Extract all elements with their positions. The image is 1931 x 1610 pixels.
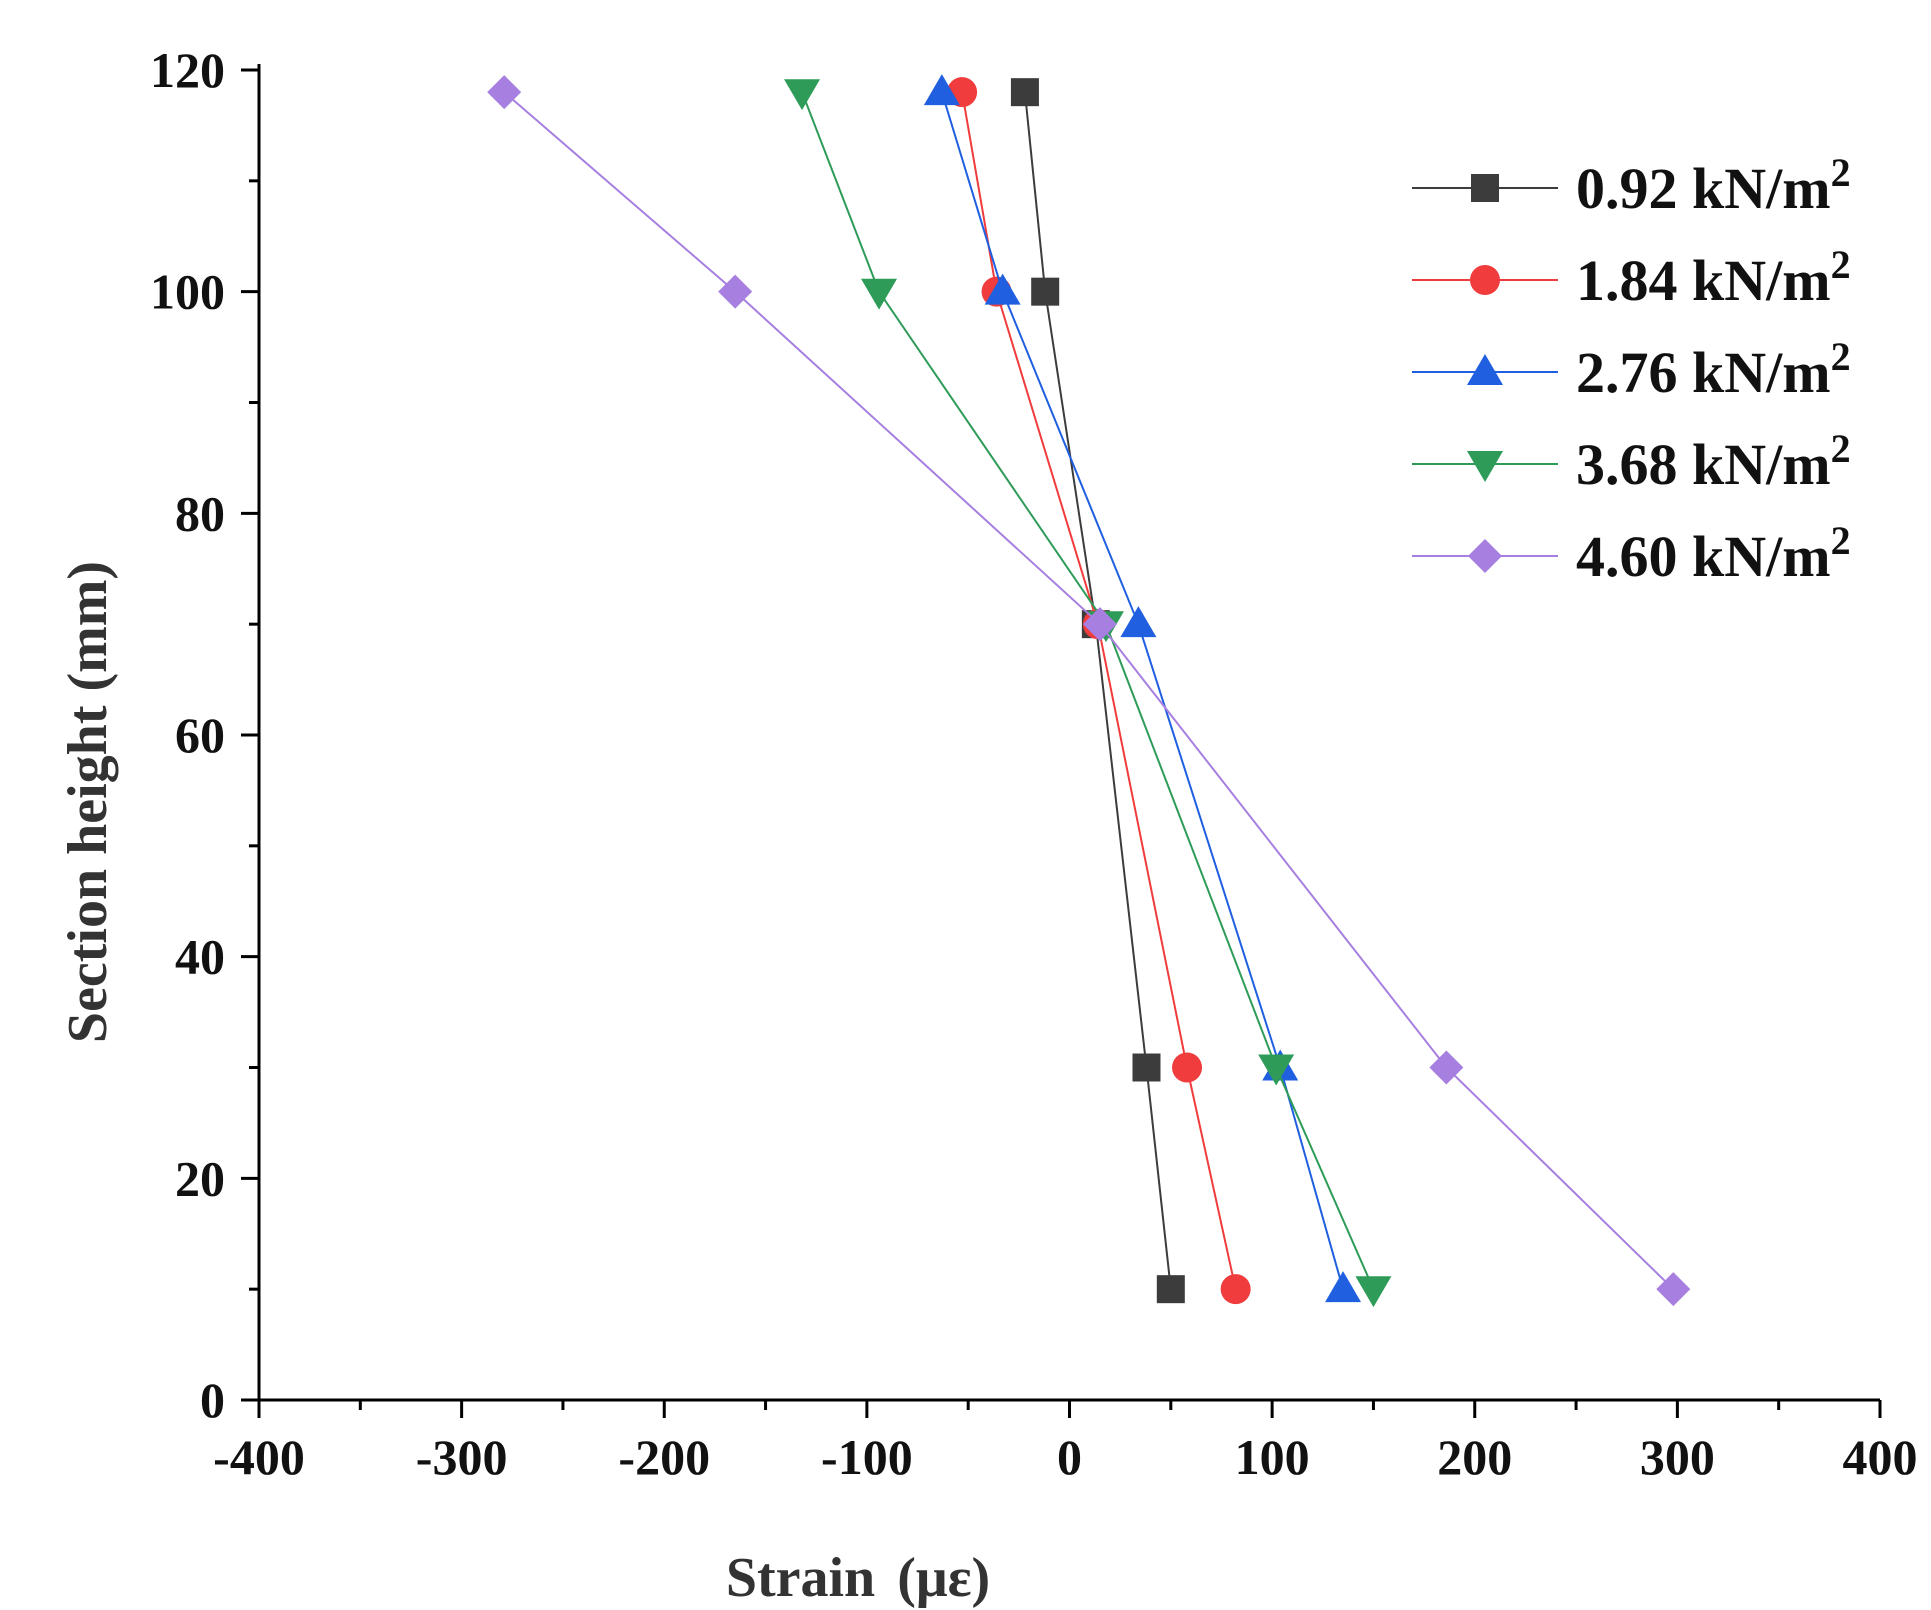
legend-item: 1.84 kN/m2 — [1412, 242, 1851, 313]
y-tick-label: 80 — [175, 485, 225, 541]
data-point — [1220, 1274, 1251, 1305]
y-tick-label: 20 — [175, 1150, 225, 1206]
legend-label: 2.76 kN/m2 — [1576, 334, 1851, 405]
data-point — [1031, 277, 1060, 306]
legend-label: 4.60 kN/m2 — [1576, 518, 1851, 589]
legend-item: 4.60 kN/m2 — [1412, 518, 1851, 589]
data-point — [718, 274, 753, 309]
data-point — [1325, 1271, 1362, 1303]
x-tick-label: -300 — [416, 1429, 508, 1485]
series-line — [961, 91, 1237, 1290]
legend-label: 1.84 kN/m2 — [1576, 242, 1851, 313]
series-line — [503, 91, 1675, 1290]
y-tick-label: 40 — [175, 929, 225, 985]
y-tick-label: 0 — [200, 1372, 225, 1428]
y-tick-label: 120 — [150, 42, 225, 98]
legend-marker — [1470, 265, 1500, 295]
data-point — [784, 79, 821, 111]
data-point — [923, 74, 960, 106]
legend-marker — [1467, 354, 1503, 385]
series-line — [1023, 92, 1172, 1290]
x-tick-label: 400 — [1843, 1429, 1918, 1485]
data-point — [487, 75, 522, 110]
x-tick-label: 300 — [1640, 1429, 1715, 1485]
data-point — [1082, 607, 1117, 642]
x-tick-label: 0 — [1057, 1429, 1082, 1485]
series-5 — [487, 75, 1691, 1307]
legend-label: 0.92 kN/m2 — [1576, 150, 1851, 221]
data-point — [984, 273, 1021, 305]
legend-item: 2.76 kN/m2 — [1412, 334, 1851, 405]
series-line — [801, 91, 1375, 1290]
data-point — [1132, 1053, 1161, 1082]
legend-item: 3.68 kN/m2 — [1412, 426, 1851, 497]
data-point — [1656, 1272, 1691, 1307]
x-axis-title: Strain (με) — [726, 1547, 990, 1609]
legend-marker — [1468, 539, 1502, 573]
y-tick-label: 100 — [150, 264, 225, 320]
data-point — [1156, 1275, 1185, 1304]
axes: -400 -300 -200 -100 0 100 200 300 400 0 20 40 60 80 10… — [150, 42, 1918, 1485]
data-point — [1172, 1052, 1203, 1083]
data-point — [1355, 1276, 1392, 1308]
legend-marker — [1471, 174, 1499, 202]
x-tick-label: 100 — [1235, 1429, 1310, 1485]
x-tick-label: -100 — [821, 1429, 913, 1485]
series-layer — [487, 74, 1691, 1308]
x-tick-label: -200 — [618, 1429, 710, 1485]
series-line — [940, 91, 1345, 1290]
y-tick-label: 60 — [175, 707, 225, 763]
legend-label: 3.68 kN/m2 — [1576, 426, 1851, 497]
data-point — [861, 278, 898, 310]
data-point — [1120, 606, 1157, 638]
series-3 — [923, 74, 1362, 1303]
legend-marker — [1467, 451, 1503, 482]
y-axis-title: Section height (mm) — [57, 561, 119, 1043]
data-point — [1010, 78, 1039, 107]
legend-item: 0.92 kN/m2 — [1412, 150, 1851, 221]
data-point — [1429, 1050, 1464, 1085]
data-point — [1258, 1054, 1295, 1086]
x-tick-label: -400 — [213, 1429, 305, 1485]
series-4 — [784, 79, 1392, 1308]
x-tick-label: 200 — [1437, 1429, 1512, 1485]
legend: 0.92 kN/m2 1.84 kN/m2 2.76 kN/m2 3.68 kN/m2… — [1412, 150, 1851, 589]
